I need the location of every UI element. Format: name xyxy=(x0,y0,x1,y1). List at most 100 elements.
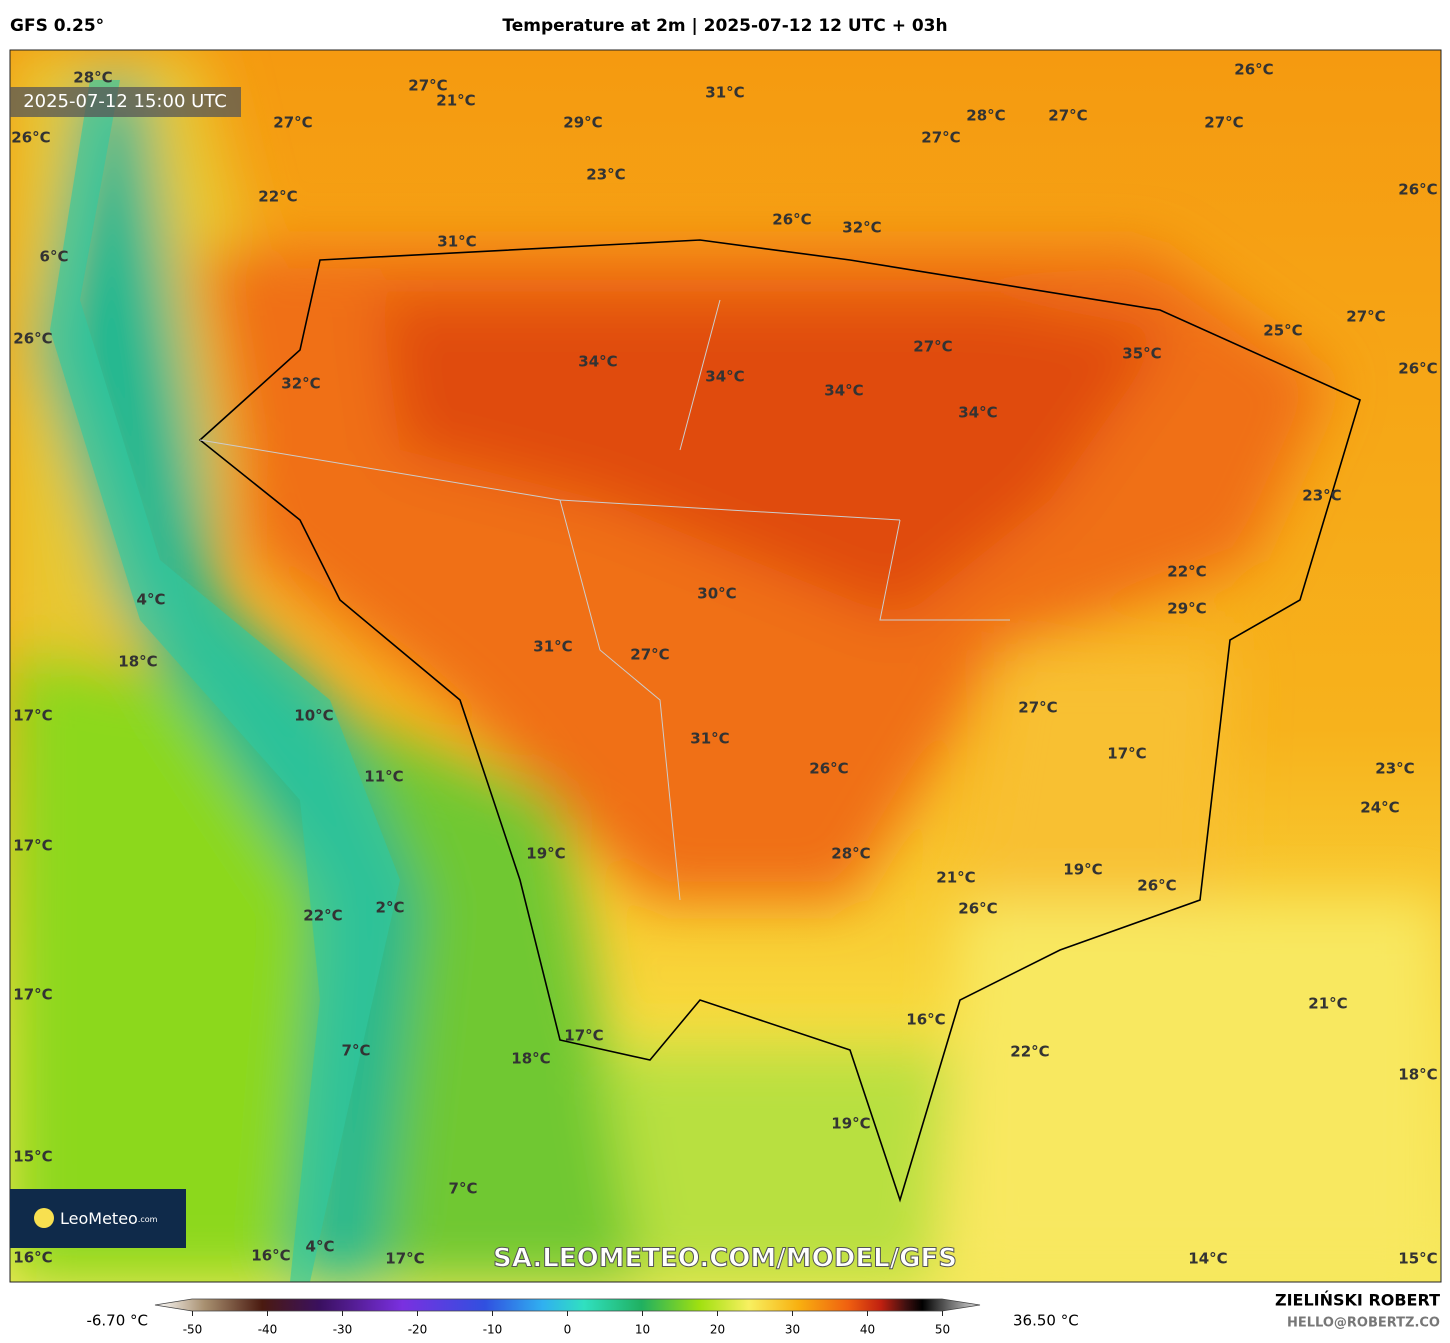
temperature-label: 26°C xyxy=(13,330,52,348)
temperature-label: 34°C xyxy=(578,353,617,371)
author: ZIELIŃSKI ROBERT xyxy=(1275,1291,1440,1310)
temperature-label: 32°C xyxy=(842,219,881,237)
temperature-label: 17°C xyxy=(385,1250,424,1268)
temperature-label: 25°C xyxy=(1263,322,1302,340)
temperature-label: 27°C xyxy=(1048,107,1087,125)
temperature-label: 34°C xyxy=(705,368,744,386)
temperature-label: 17°C xyxy=(1107,745,1146,763)
colorbar-min: -6.70 °C xyxy=(86,1312,148,1330)
colorbar-tick-label: -30 xyxy=(333,1323,353,1337)
temperature-label: 14°C xyxy=(1188,1250,1227,1268)
temperature-label: 18°C xyxy=(511,1050,550,1068)
temperature-label: 26°C xyxy=(1398,181,1437,199)
watermark: SA.LEOMETEO.COM/MODEL/GFS xyxy=(493,1244,957,1274)
temperature-label: 10°C xyxy=(294,707,333,725)
colorbar-tick-label: -20 xyxy=(408,1323,428,1337)
logo-sun xyxy=(34,1208,54,1228)
temperature-label: 28°C xyxy=(73,69,112,87)
colorbar-tick-label: 10 xyxy=(635,1323,650,1337)
temperature-label: 26°C xyxy=(1398,360,1437,378)
temperature-label: 21°C xyxy=(1308,995,1347,1013)
valid-time-box xyxy=(10,87,241,117)
temperature-label: 21°C xyxy=(936,869,975,887)
temperature-label: 18°C xyxy=(1398,1066,1437,1084)
temperature-label: 31°C xyxy=(705,84,744,102)
temperature-label: 7°C xyxy=(449,1180,478,1198)
title: Temperature at 2m | 2025-07-12 12 UTC + … xyxy=(502,16,947,36)
temperature-label: 17°C xyxy=(13,707,52,725)
valid-time: 2025-07-12 15:00 UTC xyxy=(23,91,227,112)
temperature-label: 26°C xyxy=(1234,61,1273,79)
temperature-label: 26°C xyxy=(809,760,848,778)
temperature-label: 22°C xyxy=(1167,563,1206,581)
colorbar: -50 -40 -30 -20 -10 0 10 20 30 40 50 xyxy=(154,1298,981,1337)
temperature-label: 26°C xyxy=(772,211,811,229)
temperature-label: 34°C xyxy=(824,382,863,400)
temperature-label: 23°C xyxy=(1302,487,1341,505)
colorbar-tick-label: -40 xyxy=(258,1323,278,1337)
temperature-label: 28°C xyxy=(966,107,1005,125)
temperature-label: 4°C xyxy=(306,1238,335,1256)
logo-name: LeoMeteo xyxy=(60,1209,138,1228)
temperature-label: 31°C xyxy=(437,233,476,251)
temperature-label: 31°C xyxy=(533,638,572,656)
colorbar-tick-label: 40 xyxy=(860,1323,875,1337)
temperature-label: 16°C xyxy=(906,1011,945,1029)
temperature-label: 17°C xyxy=(564,1027,603,1045)
temperature-label: 21°C xyxy=(436,92,475,110)
temperature-label: 6°C xyxy=(40,248,69,266)
temperature-label: 27°C xyxy=(921,129,960,147)
temperature-label: 16°C xyxy=(251,1247,290,1265)
temperature-label: 15°C xyxy=(13,1148,52,1166)
temperature-label: 27°C xyxy=(273,114,312,132)
colorbar-ramp xyxy=(154,1298,981,1312)
temperature-label: 17°C xyxy=(13,837,52,855)
temperature-label: 17°C xyxy=(13,986,52,1004)
temperature-label: 22°C xyxy=(303,907,342,925)
temperature-label: 19°C xyxy=(831,1115,870,1133)
temperature-label: 29°C xyxy=(563,114,602,132)
temperature-label: 4°C xyxy=(137,591,166,609)
model: GFS 0.25° xyxy=(10,16,104,36)
temperature-label: 26°C xyxy=(1137,877,1176,895)
temperature-label: 11°C xyxy=(364,768,403,786)
temperature-label: 27°C xyxy=(1018,699,1057,717)
temperature-label: 27°C xyxy=(1204,114,1243,132)
temperature-label: 19°C xyxy=(526,845,565,863)
temperature-label: 16°C xyxy=(13,1249,52,1267)
temperature-label: 22°C xyxy=(258,188,297,206)
temperature-label: 15°C xyxy=(1398,1250,1437,1268)
temperature-label: 18°C xyxy=(118,653,157,671)
logo-suffix: .com xyxy=(138,1215,158,1224)
temperature-label: 7°C xyxy=(342,1042,371,1060)
temperature-label: 27°C xyxy=(408,77,447,95)
temperature-label: 32°C xyxy=(281,375,320,393)
temperature-label: 28°C xyxy=(831,845,870,863)
temperature-label: 26°C xyxy=(11,129,50,147)
temperature-label: 19°C xyxy=(1063,861,1102,879)
colorbar-tick-label: -10 xyxy=(483,1323,503,1337)
email: HELLO@ROBERTZ.CO xyxy=(1287,1316,1440,1331)
temperature-label: 35°C xyxy=(1122,345,1161,363)
colorbar-tick-label: 0 xyxy=(564,1323,572,1337)
temperature-label: 31°C xyxy=(690,730,729,748)
temperature-label: 23°C xyxy=(1375,760,1414,778)
temperature-label: 26°C xyxy=(958,900,997,918)
map xyxy=(10,50,1441,1282)
temperature-label: 24°C xyxy=(1360,799,1399,817)
temperature-label: 22°C xyxy=(1010,1043,1049,1061)
temperature-label: 29°C xyxy=(1167,600,1206,618)
temperature-label: 27°C xyxy=(913,338,952,356)
colorbar-tick-label: -50 xyxy=(183,1323,203,1337)
map-labels: 28°C 27°C21°C27°C 29°C31°C26°C28°C 27°C27°C… xyxy=(11,61,1437,1268)
temperature-label: 23°C xyxy=(586,166,625,184)
colorbar-tick-label: 30 xyxy=(785,1323,800,1337)
temperature-label: 34°C xyxy=(958,404,997,422)
colorbar-max: 36.50 °C xyxy=(1013,1312,1079,1330)
temperature-label: 27°C xyxy=(1346,308,1385,326)
temperature-label: 27°C xyxy=(630,646,669,664)
colorbar-tick-label: 50 xyxy=(935,1323,950,1337)
temperature-label: 30°C xyxy=(697,585,736,603)
logo: LeoMeteo.com xyxy=(60,1209,158,1228)
